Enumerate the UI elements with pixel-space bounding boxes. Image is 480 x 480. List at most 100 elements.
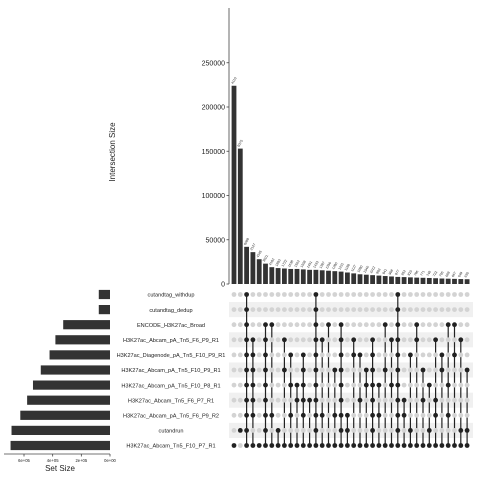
matrix-dot-active [244, 292, 250, 297]
set-size-axis-tick-label: 6e+05 [18, 458, 30, 463]
intersection-y-axis: 0 50000 100000 150000 200000 250000 [202, 8, 230, 289]
matrix-dot-active [263, 337, 268, 343]
matrix-dot-inactive [256, 397, 262, 403]
matrix-dot-active [263, 412, 268, 418]
matrix-dot-inactive [282, 322, 287, 328]
matrix-dot-inactive [439, 397, 445, 403]
matrix-row-stripe [229, 362, 473, 378]
matrix-dot-active [307, 443, 312, 448]
matrix-dot-inactive [452, 412, 457, 418]
matrix-dot-active [338, 412, 344, 418]
set-name-label: cutandrun [159, 429, 184, 435]
set-name-label: H3K27ac_Diagenode_pA_Tn5_F10_P9_R1 [117, 353, 226, 359]
matrix-dot-active [452, 352, 457, 358]
matrix-dot-inactive [345, 382, 350, 388]
matrix-dot-inactive [439, 292, 445, 297]
matrix-dot-inactive [326, 397, 331, 403]
matrix-dot-inactive [408, 367, 413, 373]
matrix-dot-inactive [458, 352, 464, 358]
matrix-dot-inactive [332, 307, 338, 312]
matrix-dot-inactive [401, 367, 407, 373]
matrix-dot-inactive [237, 382, 243, 388]
matrix-dot-inactive [408, 292, 413, 297]
matrix-dot-inactive [376, 307, 382, 312]
matrix-dot-active [300, 382, 306, 388]
intersection-axis-tick-label: 150000 [202, 149, 225, 156]
matrix-dot-inactive [458, 412, 464, 418]
matrix-dot-active [445, 382, 451, 388]
matrix-dot-inactive [269, 382, 275, 388]
matrix-dot-active [363, 367, 369, 373]
matrix-dot-inactive [294, 367, 300, 373]
matrix-dot-inactive [452, 428, 457, 433]
matrix-dot-active [376, 412, 382, 418]
matrix-dot-inactive [414, 428, 420, 433]
set-name-label: H3K27ac_Abcam_pA_Tn5_F10_P8_R1 [121, 383, 220, 389]
matrix-dot-inactive [439, 382, 445, 388]
matrix-dot-inactive [420, 412, 426, 418]
matrix-dot-inactive [357, 428, 363, 433]
matrix-dot-inactive [231, 397, 237, 403]
matrix-dot-inactive [370, 292, 375, 297]
matrix-dot-inactive [458, 382, 464, 388]
matrix-dot-inactive [345, 337, 350, 343]
intersection-bar-label: 2127 [249, 243, 256, 252]
matrix-dot-inactive [345, 367, 350, 373]
matrix-dot-inactive [464, 292, 470, 297]
matrix-dot-inactive [231, 352, 237, 358]
matrix-dot-active [445, 322, 451, 328]
matrix-dot-inactive [256, 382, 262, 388]
matrix-dot-inactive [332, 292, 338, 297]
matrix-dot-active [319, 443, 325, 448]
matrix-dot-inactive [282, 352, 287, 358]
matrix-dot-active [269, 322, 275, 328]
matrix-dot-active [244, 428, 250, 433]
set-size-bar [10, 440, 110, 451]
matrix-dot-inactive [263, 292, 268, 297]
intersection-bar-label: 983 [375, 268, 381, 275]
matrix-dot-inactive [332, 352, 338, 358]
matrix-dot-inactive [319, 428, 325, 433]
matrix-dot-inactive [237, 412, 243, 418]
matrix-dot-inactive [363, 337, 369, 343]
matrix-dot-inactive [464, 337, 470, 343]
matrix-dot-active [338, 322, 344, 328]
set-size-axis: 0e+00 2e+05 4e+05 6e+05 [4, 453, 117, 463]
intersection-bar-label: 688 [445, 271, 451, 278]
matrix-dot-inactive [382, 397, 388, 403]
matrix-dot-active [256, 443, 262, 448]
matrix-dot-active [370, 397, 375, 403]
matrix-dot-inactive [389, 322, 394, 328]
matrix-dot-active [244, 412, 250, 418]
matrix-dot-inactive [376, 322, 382, 328]
matrix-dot-inactive [269, 397, 275, 403]
matrix-dot-inactive [458, 367, 464, 373]
matrix-dot-active [420, 397, 426, 403]
matrix-dot-inactive [338, 292, 344, 297]
set-name-label: cutandtag_withdup [148, 293, 195, 299]
matrix-dot-active [313, 367, 319, 373]
matrix-row-stripe [229, 422, 473, 438]
matrix-dot-inactive [445, 307, 451, 312]
matrix-dot-inactive [288, 292, 294, 297]
matrix-dot-inactive [250, 322, 256, 328]
matrix-dot-inactive [401, 307, 407, 312]
matrix-dot-active [288, 412, 294, 418]
matrix-dot-inactive [420, 382, 426, 388]
matrix-dot-inactive [439, 337, 445, 343]
set-size-axis-tick-label: 0e+00 [104, 458, 116, 463]
matrix-dot-active [300, 397, 306, 403]
matrix-dot-active [244, 397, 250, 403]
matrix-dot-inactive [256, 292, 262, 297]
matrix-dot-inactive [414, 352, 420, 358]
matrix-dot-active [307, 397, 312, 403]
matrix-dot-inactive [282, 307, 287, 312]
matrix-dot-inactive [256, 352, 262, 358]
matrix-dot-inactive [231, 428, 237, 433]
matrix-dot-active [319, 337, 325, 343]
matrix-dot-inactive [237, 292, 243, 297]
intersection-bar [464, 279, 470, 284]
matrix-dot-inactive [382, 292, 388, 297]
matrix-dot-inactive [319, 397, 325, 403]
matrix-dot-inactive [420, 292, 426, 297]
